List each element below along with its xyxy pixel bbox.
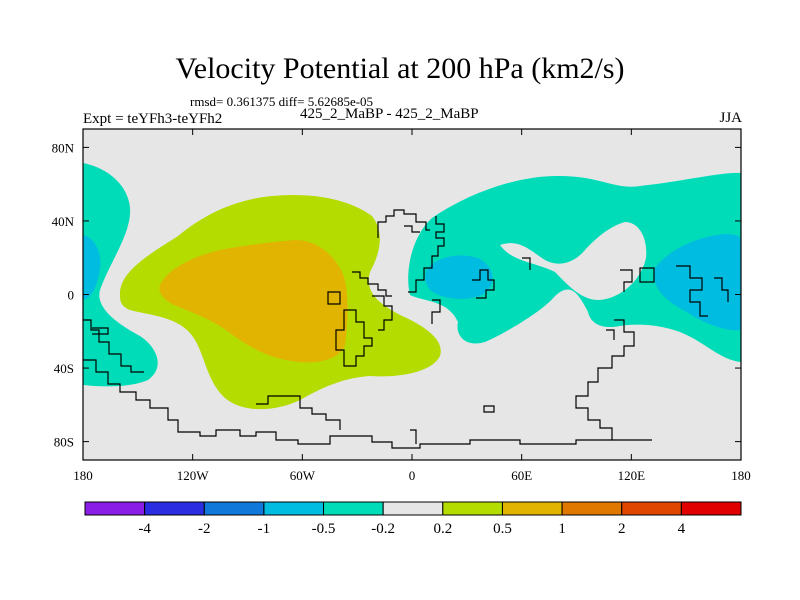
- y-axis: 80N 40N 0 40S 80S: [52, 140, 741, 450]
- colorbar-label: -2: [198, 521, 211, 537]
- outline-antarctic-peninsula: [256, 395, 341, 430]
- outline-europe-africa: [408, 216, 445, 324]
- x-tick-label: 180: [731, 468, 751, 483]
- stats-line: rmsd= 0.361375 diff= 5.62685e-05: [190, 94, 374, 109]
- outline-central-america: [352, 271, 392, 297]
- colorbar-box: [621, 501, 682, 516]
- colorbar-box: [680, 501, 742, 516]
- colorbar-label: 0.2: [433, 521, 452, 537]
- colorbar-box: [144, 501, 205, 516]
- y-tick-label: 80N: [52, 140, 75, 155]
- colorbar-box: [442, 501, 503, 516]
- chart-title: Velocity Potential at 200 hPa (km2/s): [175, 52, 625, 85]
- outline-west-coast: [83, 319, 144, 373]
- x-axis: 180 120W 60W 0 60E 120E 180: [73, 129, 751, 483]
- contour-gap-indian: [500, 222, 647, 300]
- colorbar: -4 -2 -1 -0.5 -0.2 0.2 0.5 1 2 4: [84, 501, 742, 537]
- contour-neg-mod-west-pacific: [654, 234, 741, 331]
- y-tick-label: 80S: [54, 435, 74, 450]
- colorbar-label: -1: [258, 521, 271, 537]
- contour-neg-weak-pacific-east: [83, 163, 158, 387]
- x-tick-label: 60E: [511, 468, 532, 483]
- colorbar-label: -0.5: [312, 521, 336, 537]
- outline-north-america: [377, 209, 430, 238]
- y-tick-label: 40N: [52, 214, 75, 229]
- outline-canada: [404, 225, 420, 233]
- colorbar-box: [263, 501, 325, 516]
- colorbar-label: -0.2: [371, 521, 395, 537]
- x-tick-label: 60W: [290, 468, 316, 483]
- outline-asia: [522, 257, 729, 317]
- colorbar-label: 4: [678, 521, 686, 537]
- x-tick-label: 0: [409, 468, 416, 483]
- season-label: JJA: [719, 110, 742, 126]
- contour-pos-mod-east-pacific: [159, 240, 348, 363]
- contour-neg-mod-pacific-east: [83, 235, 101, 300]
- outline-australia: [575, 319, 652, 441]
- colorbar-box: [84, 501, 146, 516]
- colorbar-box: [561, 501, 623, 516]
- y-tick-label: 40S: [54, 361, 74, 376]
- contour-neg-mod-indian: [425, 255, 493, 299]
- colorbar-box: [323, 501, 384, 516]
- colorbar-box: [382, 501, 444, 516]
- colorbar-box: [203, 501, 265, 516]
- x-tick-label: 120W: [177, 468, 210, 483]
- y-tick-label: 0: [68, 288, 75, 303]
- colorbar-label: -4: [138, 521, 151, 537]
- continent-outlines: [83, 209, 729, 449]
- colorbar-label: 0.5: [493, 521, 512, 537]
- colorbar-box: [501, 501, 563, 516]
- case-label: 425_2_MaBP - 425_2_MaBP: [300, 106, 479, 122]
- x-tick-label: 180: [73, 468, 93, 483]
- outline-antarctica: [83, 359, 612, 449]
- outline-south-america: [327, 291, 393, 367]
- colorbar-label: 2: [618, 521, 626, 537]
- x-tick-label: 120E: [618, 468, 646, 483]
- colorbar-label: 1: [558, 521, 566, 537]
- experiment-label: Expt = teYFh3-teYFh2: [83, 111, 223, 127]
- outline-arabia: [472, 269, 495, 299]
